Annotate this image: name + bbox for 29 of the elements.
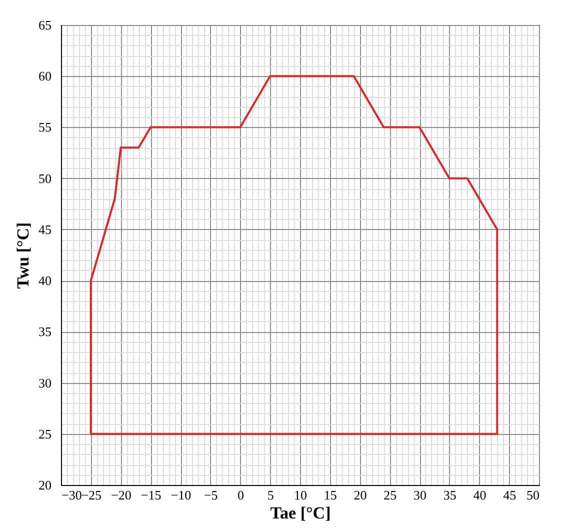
x-tick-label: −15 (140, 488, 162, 502)
x-tick-label: −20 (111, 488, 132, 502)
y-tick-label: 25 (38, 426, 52, 442)
x-tick-label: 35 (443, 488, 456, 502)
x-tick-label: −30 (62, 488, 82, 502)
x-axis-title: Tae [°C] (270, 504, 331, 522)
x-tick-label: −25 (81, 488, 102, 502)
y-tick-label: 20 (38, 478, 52, 492)
y-tick-label: 65 (38, 18, 52, 32)
y-axis-title: Twu [°C] (14, 222, 32, 289)
y-tick-label: 45 (38, 222, 52, 237)
x-tick-label: 5 (267, 488, 274, 502)
x-tick-label: −10 (170, 488, 192, 502)
x-tick-label: −5 (204, 488, 218, 502)
x-tick-label: 40 (473, 488, 486, 502)
y-tick-label: 35 (38, 324, 52, 340)
y-tick-label: 30 (38, 375, 52, 390)
x-tick-label: 50 (526, 488, 540, 502)
x-tick-label: 10 (294, 488, 307, 502)
y-tick-label: 40 (38, 273, 52, 288)
x-tick-label: 25 (384, 488, 397, 502)
y-tick-label: 50 (38, 170, 52, 186)
y-tick-label: 55 (38, 120, 52, 135)
y-tick-label: 60 (38, 68, 52, 84)
x-tick-label: 15 (324, 488, 337, 502)
x-tick-label: 20 (354, 488, 367, 502)
x-tick-label: 30 (414, 488, 426, 502)
x-tick-label: 45 (503, 488, 516, 502)
x-tick-label: 0 (238, 488, 244, 502)
